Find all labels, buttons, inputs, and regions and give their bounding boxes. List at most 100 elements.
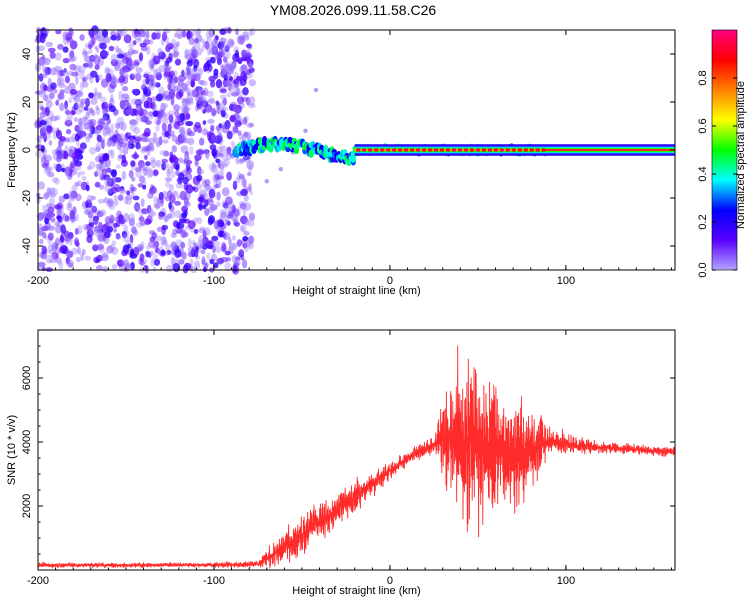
noise-cell (83, 50, 88, 57)
noise-cell (43, 57, 51, 66)
noise-cell (206, 131, 213, 137)
noise-cell (224, 219, 231, 225)
noise-cell (130, 249, 135, 257)
noise-cell (197, 166, 202, 176)
noise-cell (41, 245, 47, 255)
noise-cell (178, 172, 185, 181)
noise-cell (156, 159, 162, 168)
carrier-peak (529, 148, 535, 152)
noise-cell (111, 240, 117, 245)
noise-cell (239, 78, 247, 86)
noise-cell (163, 63, 169, 71)
carrier-peak (493, 148, 499, 152)
noise-cell (91, 195, 97, 201)
noise-cell (104, 66, 110, 75)
noise-cell (155, 141, 161, 148)
noise-cell (248, 96, 256, 106)
noise-cell (217, 160, 225, 170)
noise-cell (49, 197, 55, 207)
noise-cell (147, 146, 155, 152)
carrier-peak (439, 148, 445, 152)
noise-cell (185, 80, 192, 86)
noise-cell (219, 94, 227, 100)
noise-cell (123, 259, 130, 267)
noise-cell (220, 41, 226, 46)
noise-cell (43, 67, 49, 76)
noise-cell (198, 235, 205, 244)
noise-cell (246, 133, 251, 140)
noise-cell (205, 30, 211, 40)
noise-cell (117, 48, 121, 54)
noise-cell (217, 181, 222, 189)
noise-cell (171, 134, 178, 142)
noise-cell (242, 31, 250, 38)
noise-cell (89, 146, 96, 155)
noise-cell (62, 152, 70, 158)
noise-cell (47, 232, 54, 241)
noise-cell (202, 230, 207, 239)
noise-cell (227, 63, 232, 72)
noise-cell (122, 146, 129, 155)
noise-cell (166, 168, 171, 178)
noise-cell (110, 59, 118, 67)
noise-cell (242, 236, 249, 242)
noise-cell (187, 67, 194, 73)
noise-cell (120, 159, 128, 167)
noise-cell (240, 225, 246, 232)
noise-cell (48, 187, 56, 195)
noise-cell (43, 132, 52, 140)
noise-cell (145, 30, 150, 39)
noise-cell (47, 225, 56, 231)
noise-cell (142, 132, 151, 138)
noise-cell (149, 64, 155, 72)
noise-cell (71, 184, 78, 192)
noise-cell (201, 243, 208, 250)
noise-cell (215, 158, 221, 164)
noise-cell (208, 162, 216, 172)
noise-cell (47, 77, 52, 87)
noise-cell (179, 112, 185, 122)
noise-cell (128, 41, 134, 49)
noise-cell (152, 110, 159, 118)
noise-cell (59, 89, 65, 94)
noise-cell (131, 98, 140, 105)
noise-cell (229, 101, 238, 110)
noise-cell (248, 61, 253, 69)
noise-cell (193, 260, 201, 270)
noise-cell (62, 57, 70, 64)
noise-cell (105, 141, 112, 147)
noise-cell (135, 72, 142, 82)
noise-cell (184, 48, 190, 58)
noise-cell (56, 77, 62, 86)
noise-cell (130, 186, 137, 192)
snr-line (37, 345, 676, 569)
noise-cell (189, 89, 195, 97)
noise-cell (222, 65, 228, 74)
noise-cell (87, 43, 93, 50)
noise-cell (181, 229, 188, 238)
noise-cell (185, 70, 193, 79)
noise-cell (232, 180, 238, 190)
noise-cell (135, 103, 142, 109)
noise-cell (142, 78, 147, 89)
noise-cell (120, 121, 127, 131)
noise-cell (238, 249, 245, 258)
carrier-peak (469, 148, 475, 152)
noise-cell (56, 70, 62, 79)
spectrogram-xtick-label: 0 (387, 275, 393, 287)
noise-cell (158, 65, 165, 73)
noise-cell (109, 214, 115, 224)
noise-cell (77, 225, 83, 235)
noise-cell (162, 90, 171, 99)
noise-cell (142, 184, 147, 190)
noise-cell (226, 130, 233, 140)
noise-cell (59, 153, 64, 161)
noise-cell (130, 261, 135, 271)
noise-cell (150, 159, 158, 169)
noise-cell (134, 136, 142, 142)
noise-cell (116, 259, 125, 267)
noise-cell (153, 196, 158, 205)
noise-cell (223, 56, 228, 63)
carrier-peak (379, 148, 385, 152)
noise-cell (248, 103, 256, 109)
